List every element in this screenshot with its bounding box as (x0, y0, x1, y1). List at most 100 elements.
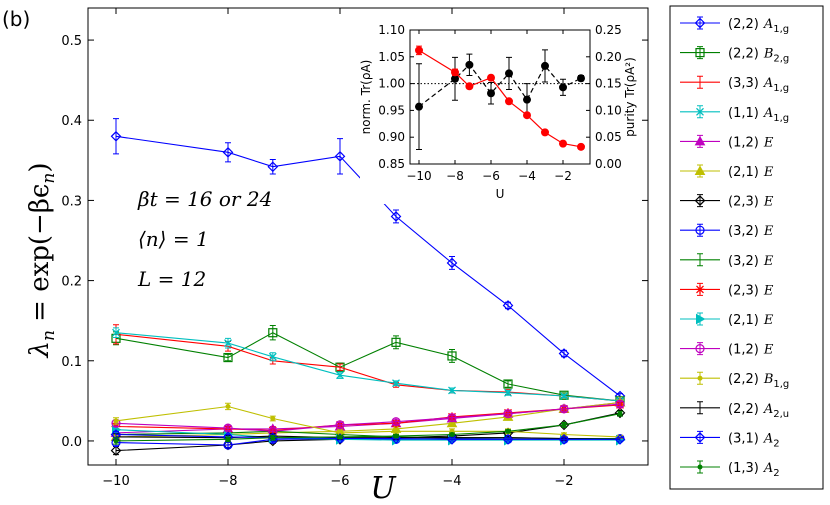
legend-label-name: (2,1) (728, 165, 759, 180)
series-12 (111, 399, 625, 436)
legend-label-name: (3,2) (728, 224, 759, 239)
error-bar (225, 142, 231, 163)
data-point (505, 428, 511, 434)
legend-entry-10: (2,3) E (680, 282, 774, 298)
series-16 (113, 410, 623, 445)
data-point (223, 352, 233, 363)
legend-entry-7: (2,3) E (680, 194, 774, 210)
legend-label-subscript: 1,g (773, 24, 789, 35)
series-13 (113, 402, 623, 440)
legend-entry-13: (2,2) B1,g (680, 371, 789, 390)
series-2 (111, 324, 625, 406)
inset-data-point (541, 61, 549, 70)
x-tick-label: −10 (102, 474, 129, 489)
legend-error-bar (697, 401, 703, 415)
legend-label: (3,1) A2 (728, 431, 780, 449)
inset-y-tick-left-label: 0.95 (378, 103, 405, 117)
x-tick-label: −4 (442, 474, 461, 489)
data-point (268, 352, 277, 361)
legend-label: (2,2) B2,g (728, 47, 789, 65)
legend-entry-2: (2,2) B2,g (680, 46, 789, 65)
y-tick-label: 0.3 (61, 194, 82, 209)
error-bar (505, 380, 511, 388)
inset-data-point (415, 46, 423, 55)
data-point (447, 351, 457, 361)
legend-label-name: (1,3) (728, 461, 759, 476)
legend-label-name: (2,2) (728, 402, 759, 417)
legend-label-subscript: 1,g (773, 379, 789, 390)
y-label-sub-n: n (39, 330, 59, 341)
series-3 (113, 324, 623, 403)
data-point (561, 422, 567, 428)
legend-entry-5: (1,2) E (680, 134, 774, 150)
legend-label-symbol: E (763, 224, 774, 239)
annotation-system-size: L = 12 (137, 267, 206, 291)
legend-label: (2,1) E (728, 165, 774, 180)
error-bar (269, 324, 276, 341)
legend-marker (695, 344, 705, 354)
inset-y-tick-right-label: 0.00 (595, 157, 622, 171)
legend-label-name: (2,2) (728, 17, 759, 32)
data-point (337, 434, 343, 440)
error-bar (617, 437, 623, 442)
legend-entry-14: (2,2) A2,u (680, 401, 789, 420)
legend-label-name: (2,2) (728, 47, 759, 62)
inset-y-tick-right-label: 0.25 (595, 23, 622, 37)
legend-label-name: (3,1) (728, 431, 759, 446)
data-point (558, 433, 570, 445)
data-point (446, 257, 458, 269)
inset-y-tick-right-label: 0.20 (595, 50, 622, 64)
data-point (448, 386, 456, 395)
data-point (560, 392, 568, 401)
data-point (267, 161, 279, 173)
error-bar (449, 437, 455, 442)
data-point (502, 300, 514, 311)
data-point (225, 436, 231, 442)
legend-label-symbol: A (763, 461, 773, 476)
data-point (393, 428, 399, 434)
y-label-lambda: λ (25, 341, 55, 358)
data-point (335, 420, 345, 430)
inset-y-tick-left-label: 0.90 (378, 130, 405, 144)
legend-marker (694, 432, 706, 443)
data-point (392, 379, 400, 388)
legend-label-symbol: B (763, 47, 774, 62)
legend-label-subscript: 2 (773, 468, 779, 479)
legend-label: (1,3) A2 (728, 461, 780, 479)
main-plot: −10 −8 −6 −4 −2 0.0 0.1 0.2 0.3 0.4 0.5 (61, 7, 649, 489)
svg-text:λn = exp(−βϵn): λn = exp(−βϵn) (25, 162, 59, 358)
inset-y-tick-right-label: 0.05 (595, 130, 622, 144)
data-point (617, 411, 623, 417)
data-point (225, 403, 231, 409)
legend-label-name: (2,3) (728, 283, 759, 298)
legend-label: (2,2) A2,u (728, 402, 789, 420)
inset-data-point (559, 139, 567, 148)
data-point (270, 435, 276, 441)
inset-plot: −10 −8 −6 −4 −2 0.85 0.90 0.95 1.00 1.05 1.10 0.00 0… (359, 16, 640, 204)
legend-label: (2,2) B1,g (728, 372, 789, 390)
inset-data-point (487, 73, 495, 82)
error-bar (393, 418, 399, 425)
y-label-rhs: = exp(−βϵ (25, 184, 55, 331)
legend-marker (694, 17, 706, 29)
legend-entry-8: (3,2) E (680, 223, 774, 239)
inset-data-point (415, 102, 423, 111)
legend-marker (694, 165, 706, 175)
data-point (336, 371, 344, 380)
inset-y-label-right: purity Tr(ρA²) (623, 57, 637, 137)
legend-label-symbol: E (763, 343, 774, 358)
legend-label-name: (3,3) (728, 76, 759, 91)
legend-label: (2,3) E (728, 283, 774, 298)
legend-label-subscript: 1,g (773, 83, 789, 94)
legend-label-symbol: A (763, 402, 773, 417)
data-point (112, 328, 120, 337)
inset-y-tick-right-label: 0.15 (595, 77, 622, 91)
data-point (270, 415, 276, 421)
legend: (2,2) A1,g(2,2) B2,g(3,3) A1,g(1,1) A1,g(1,2… (669, 5, 824, 490)
legend-entry-11: (2,1) E (680, 312, 774, 328)
y-label-close: ) (25, 162, 55, 172)
inset-data-point (523, 111, 531, 120)
legend-label-symbol: E (763, 254, 774, 269)
inset-data-point (465, 82, 474, 91)
legend-marker (695, 47, 705, 58)
